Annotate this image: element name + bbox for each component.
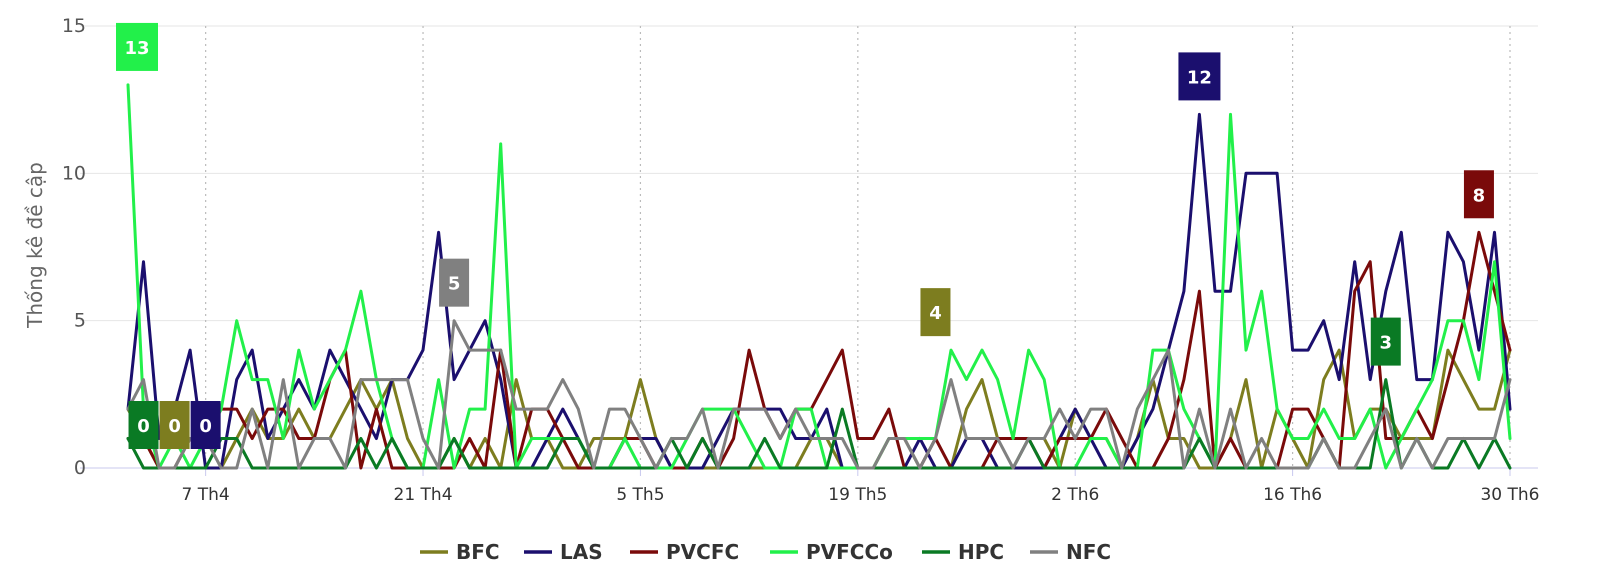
legend[interactable]: BFC LAS PVCFC PVFCCo HPC NFC: [420, 540, 1111, 564]
legend-item-nfc[interactable]: NFC: [1030, 540, 1111, 564]
x-tick-label: 19 Th5: [828, 485, 887, 505]
legend-item-hpc[interactable]: HPC: [922, 540, 1004, 564]
grid: [80, 25, 1538, 469]
y-tick-label: 15: [62, 15, 86, 37]
callout-box: [128, 401, 159, 449]
x-tick-label: 16 Th6: [1263, 485, 1322, 505]
y-tick-label: 0: [74, 457, 86, 479]
callout-box: [1463, 170, 1494, 219]
callout-pvfcco: 13: [116, 22, 158, 71]
callout-label: 5: [448, 274, 461, 295]
callout-box: [439, 258, 470, 307]
callout-label: 0: [168, 416, 181, 437]
legend-label: PVFCCo: [806, 540, 893, 564]
legend-item-pvfcco[interactable]: PVFCCo: [770, 540, 893, 564]
legend-label: LAS: [560, 540, 603, 564]
legend-item-bfc[interactable]: BFC: [420, 540, 500, 564]
callout-bfc: 4: [920, 288, 951, 337]
legend-label: NFC: [1066, 540, 1111, 564]
callout-label: 3: [1380, 333, 1393, 354]
y-tick-label: 5: [74, 310, 86, 332]
callout-hpc: 0: [128, 401, 159, 449]
legend-label: HPC: [958, 540, 1004, 564]
callout-label: 0: [137, 416, 150, 437]
callout-label: 8: [1473, 185, 1486, 206]
legend-label: BFC: [456, 540, 500, 564]
callout-las: 0: [190, 401, 221, 449]
callout-nfc: 5: [439, 258, 470, 307]
series-line-nfc[interactable]: [126, 319, 1512, 470]
callout-box: [1178, 52, 1221, 101]
callout-box: [116, 22, 158, 71]
callout-box: [190, 401, 221, 449]
x-tick-label: 21 Th4: [394, 485, 453, 505]
series-line-pvcfc[interactable]: [126, 230, 1512, 470]
x-tick-label: 2 Th6: [1051, 485, 1099, 505]
x-tick-label: 5 Th5: [616, 485, 664, 505]
series-lines: [126, 83, 1512, 470]
callout-label: 4: [929, 303, 942, 324]
legend-item-las[interactable]: LAS: [524, 540, 603, 564]
callout-label: 12: [1187, 67, 1212, 88]
callout-box: [159, 401, 190, 449]
callout-box: [1370, 317, 1401, 366]
x-tick-label: 7 Th4: [182, 485, 230, 505]
callout-label: 13: [124, 38, 149, 59]
callout-las: 12: [1178, 52, 1221, 101]
callout-bfc: 0: [159, 401, 190, 449]
callout-box: [920, 288, 951, 337]
callout-label: 0: [199, 416, 212, 437]
legend-label: PVCFC: [666, 540, 739, 564]
callout-pvcfc: 8: [1463, 170, 1494, 219]
y-tick-label: 10: [62, 162, 86, 184]
x-axis: 7 Th4 21 Th4 5 Th5 19 Th5 2 Th6 16 Th6 30 Th6: [182, 468, 1540, 505]
legend-item-pvcfc[interactable]: PVCFC: [630, 540, 739, 564]
callout-hpc: 3: [1370, 317, 1401, 366]
series-line-las[interactable]: [126, 112, 1512, 470]
y-axis-label: Thống kê đề cập: [23, 162, 47, 329]
x-tick-label: 30 Th6: [1480, 485, 1539, 505]
y-axis: 0 5 10 15: [62, 15, 86, 479]
